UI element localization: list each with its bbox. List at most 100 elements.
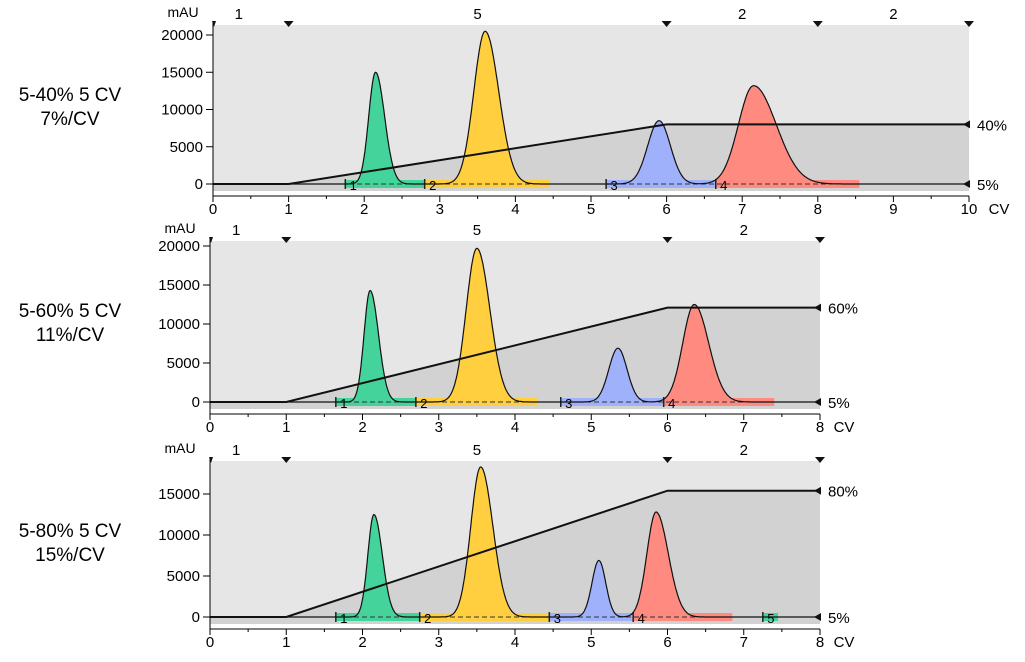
gradient-end-marker (814, 486, 821, 495)
gradient-end-label: 40% (977, 117, 1007, 134)
segment-label-1: 1 (232, 222, 240, 239)
segment-marker (964, 21, 974, 27)
y-axis-label: mAU (167, 4, 198, 20)
uv-trace (210, 466, 820, 618)
x-tick-label: 9 (889, 201, 897, 218)
x-tick-label: 8 (816, 634, 824, 651)
gradient-end-marker (963, 120, 970, 129)
segment-marker (281, 237, 292, 243)
segment-label-2: 5 (473, 6, 481, 23)
y-tick-label: 0 (195, 176, 203, 193)
fraction-area-2 (424, 31, 550, 189)
fraction-label-1: 1 (340, 611, 347, 626)
x-tick-label: 5 (587, 201, 595, 218)
x-tick-label: 4 (511, 201, 519, 218)
x-tick-label: 6 (663, 419, 671, 436)
y-tick-label: 5000 (167, 355, 200, 372)
segment-label-4: 2 (889, 6, 897, 23)
x-tick-label: 3 (435, 419, 443, 436)
fraction-label-2: 2 (429, 178, 436, 193)
segment-label-2: 5 (473, 222, 481, 239)
x-tick-label: 5 (587, 634, 595, 651)
segment-marker (283, 21, 294, 27)
x-tick-label: 0 (206, 634, 214, 651)
fraction-label-4: 4 (720, 178, 727, 193)
gradient-end-marker (814, 303, 821, 312)
x-tick-label: 8 (814, 201, 822, 218)
gradient-start-label: 5% (977, 177, 999, 194)
panel-label-2: 5-60% 5 CV 11%/CV (0, 300, 150, 348)
fraction-label-3: 3 (611, 178, 618, 193)
y-tick-label: 15000 (158, 277, 200, 294)
x-axis-label: CV (834, 419, 855, 436)
fraction-label-3: 3 (565, 396, 572, 411)
segment-marker-start (209, 237, 213, 243)
y-tick-label: 5000 (167, 568, 200, 585)
gradient-start-label: 5% (828, 610, 850, 627)
segment-marker (662, 457, 673, 463)
segment-marker (812, 21, 823, 27)
panel-label-1: 5-40% 5 CV 7%/CV (0, 84, 150, 132)
x-tick-label: 1 (284, 201, 292, 218)
fraction-label-4: 4 (668, 396, 675, 411)
y-tick-label: 0 (192, 394, 200, 411)
x-tick-label: 5 (587, 419, 595, 436)
gradient-start-label: 5% (828, 395, 850, 412)
fraction-area-2 (419, 466, 550, 621)
x-tick-label: 2 (358, 634, 366, 651)
x-tick-label: 3 (435, 634, 443, 651)
fraction-label-2: 2 (420, 396, 427, 411)
gradient-end-label: 60% (828, 301, 858, 318)
segment-marker-start (212, 21, 216, 27)
fraction-area-1 (335, 514, 420, 621)
y-axis-label: mAU (164, 440, 195, 456)
x-tick-label: 10 (961, 201, 978, 218)
panel-label-3-line2: 15%/CV (35, 545, 105, 566)
fraction-area-1 (335, 290, 416, 406)
panel-label-3: 5-80% 5 CV 15%/CV (0, 520, 150, 568)
x-tick-label: 7 (740, 634, 748, 651)
x-tick-label: 3 (436, 201, 444, 218)
fraction-label-4: 4 (638, 611, 645, 626)
y-tick-label: 0 (192, 609, 200, 626)
panel-label-1-line1: 5-40% 5 CV (18, 85, 122, 106)
segment-label-3: 2 (740, 442, 748, 459)
fraction-label-1: 1 (350, 178, 357, 193)
gradient-start-marker (814, 613, 821, 621)
gradient-start-marker (814, 398, 821, 406)
uv-trace (213, 30, 969, 185)
x-tick-label: 8 (816, 419, 824, 436)
x-tick-label: 2 (360, 201, 368, 218)
fraction-area-4 (663, 304, 775, 406)
gradient-line (213, 123, 969, 185)
fraction-label-1: 1 (340, 396, 347, 411)
fraction-label-5: 5 (767, 611, 774, 626)
y-tick-label: 15000 (161, 64, 203, 81)
y-tick-label: 15000 (158, 486, 200, 503)
x-axis-label: CV (989, 201, 1010, 218)
y-tick-label: 10000 (158, 527, 200, 544)
y-tick-label: 20000 (161, 27, 203, 44)
segment-marker-start (209, 457, 213, 463)
x-tick-label: 4 (511, 634, 519, 651)
fraction-label-2: 2 (424, 611, 431, 626)
uv-trace (210, 247, 820, 403)
gradient-line (210, 306, 820, 403)
segment-marker (815, 237, 825, 243)
x-axis-label: CV (834, 634, 855, 651)
panel-label-3-line1: 5-80% 5 CV (18, 521, 122, 542)
segment-label-1: 1 (232, 442, 240, 459)
gradient-end-label: 80% (828, 484, 858, 501)
y-tick-label: 10000 (161, 102, 203, 119)
fraction-area-4 (715, 85, 860, 188)
fraction-area-1 (345, 72, 425, 188)
x-tick-label: 1 (282, 634, 290, 651)
x-tick-label: 7 (738, 201, 746, 218)
fraction-label-3: 3 (554, 611, 561, 626)
y-tick-label: 20000 (158, 238, 200, 255)
fraction-area-2 (415, 248, 538, 406)
